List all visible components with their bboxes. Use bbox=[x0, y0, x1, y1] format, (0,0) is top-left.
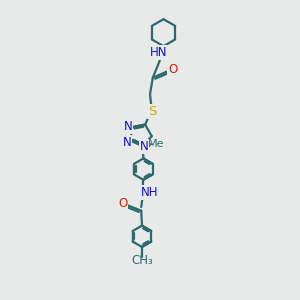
Text: HN: HN bbox=[150, 46, 167, 59]
Text: N: N bbox=[123, 120, 132, 133]
Text: Me: Me bbox=[148, 139, 165, 149]
Text: NH: NH bbox=[141, 186, 158, 200]
Text: CH₃: CH₃ bbox=[131, 254, 153, 267]
Text: N: N bbox=[140, 140, 149, 153]
Text: S: S bbox=[148, 105, 157, 118]
Text: O: O bbox=[118, 197, 128, 211]
Text: O: O bbox=[168, 63, 177, 76]
Text: N: N bbox=[123, 136, 131, 149]
